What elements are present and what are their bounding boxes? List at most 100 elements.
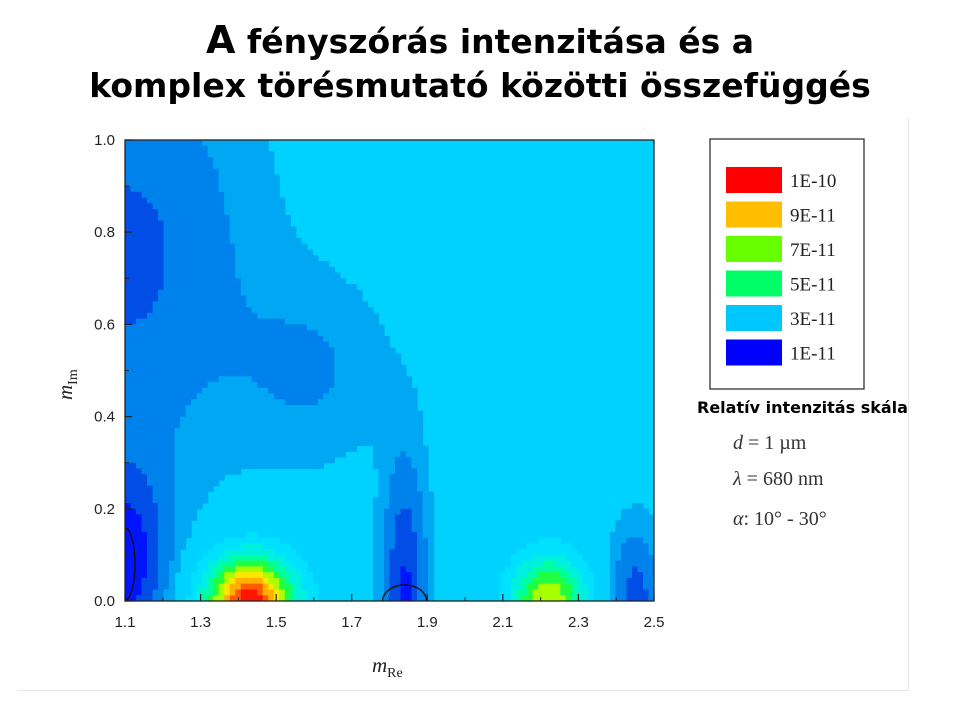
heat-cell (229, 214, 236, 222)
heat-cell (218, 595, 225, 601)
heat-cell (543, 577, 550, 585)
heat-cell (411, 456, 418, 464)
heat-cell (406, 554, 413, 562)
heat-cell (229, 318, 236, 325)
heat-cell (169, 491, 176, 498)
heat-cell (273, 399, 280, 406)
heat-cell (406, 491, 413, 498)
heat-cell (383, 577, 391, 585)
heat-cell (290, 583, 297, 591)
heat-cell (257, 157, 264, 164)
heat-cell (218, 549, 225, 556)
heat-cell (125, 145, 132, 153)
heat-cell (615, 583, 622, 591)
heat-cell (378, 358, 385, 366)
heat-cell (499, 577, 506, 585)
heat-cell (257, 347, 264, 354)
heat-cell (317, 399, 324, 406)
heat-cell (196, 370, 203, 377)
heat-cell (295, 307, 302, 314)
heat-cell (147, 439, 154, 447)
heat-cell (147, 209, 154, 216)
heat-cell (136, 370, 143, 377)
heat-cell (317, 261, 324, 268)
heat-cell (400, 439, 407, 447)
heat-cell (389, 422, 396, 429)
heat-cell (554, 543, 561, 550)
heat-cell (295, 382, 302, 389)
heat-cell (295, 370, 302, 377)
heat-cell (163, 526, 170, 533)
heat-cell (207, 180, 214, 187)
heat-cell (543, 589, 550, 596)
heat-cell (147, 572, 154, 579)
heat-cell (169, 324, 176, 331)
heat-cell (196, 255, 203, 262)
heat-cell (339, 312, 347, 320)
heat-cell (218, 174, 225, 181)
heat-cell (389, 445, 396, 452)
heat-cell (284, 347, 291, 354)
heat-cell (251, 284, 258, 291)
heat-cell (328, 284, 335, 291)
heat-cell (169, 456, 176, 464)
heat-cell (207, 554, 214, 562)
heat-cell (400, 595, 407, 601)
heat-cell (130, 549, 137, 556)
heat-cell (158, 520, 165, 527)
heat-cell (576, 572, 583, 579)
heat-cell (158, 168, 165, 176)
heat-cell (262, 261, 269, 268)
heat-cell (301, 560, 308, 568)
heat-cell (251, 203, 258, 210)
heat-cell (428, 577, 435, 585)
heat-cell (180, 514, 187, 521)
heat-cell (257, 462, 264, 470)
heat-cell (395, 462, 402, 470)
heat-cell (257, 249, 264, 256)
heat-cell (422, 491, 429, 498)
heat-cell (174, 307, 181, 314)
heat-cell (169, 577, 176, 585)
heat-cell (301, 289, 308, 297)
heat-cell (620, 572, 628, 579)
heat-cell (251, 289, 258, 297)
heat-cell (213, 255, 220, 262)
heat-cell (180, 393, 187, 400)
heat-cell (301, 318, 308, 325)
heat-cell (257, 583, 264, 591)
heat-cell (235, 214, 242, 222)
heat-cell (317, 462, 324, 470)
heat-cell (312, 451, 319, 458)
heat-cell (411, 451, 418, 458)
heat-cell (136, 577, 143, 585)
heat-cell (422, 572, 429, 579)
heat-cell (196, 572, 203, 579)
heat-cell (240, 157, 247, 164)
heat-cell (532, 595, 539, 601)
heat-cell (185, 312, 192, 320)
heat-cell (207, 226, 214, 233)
heat-cell (268, 174, 275, 181)
heat-cell (367, 393, 374, 400)
heat-cell (163, 387, 170, 395)
heat-cell (273, 174, 280, 181)
heat-cell (516, 554, 523, 562)
heat-cell (163, 468, 170, 475)
heat-cell (180, 324, 187, 331)
heat-cell (147, 289, 154, 297)
heat-cell (229, 439, 236, 447)
heat-cell (417, 543, 424, 550)
heat-cell (422, 566, 429, 573)
heat-cell (185, 341, 192, 349)
heat-cell (169, 249, 176, 256)
heat-cell (152, 203, 159, 210)
heat-cell (158, 289, 165, 297)
heat-cell (417, 554, 424, 562)
heat-cell (246, 266, 253, 274)
heat-cell (180, 186, 187, 193)
heat-cell (268, 261, 275, 268)
heat-cell (125, 589, 132, 596)
legend-label: 7E-11 (790, 240, 836, 261)
heat-cell (152, 497, 159, 504)
